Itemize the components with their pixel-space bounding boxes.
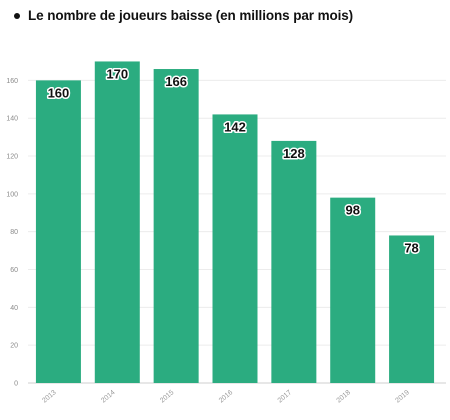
data-label: 78: [404, 240, 418, 255]
y-tick-label: 0: [14, 381, 18, 388]
x-tick-label: 2014: [100, 389, 117, 404]
x-tick-label: 2018: [336, 389, 353, 404]
bar-2018: [330, 197, 376, 383]
x-tick-label: 2016: [218, 389, 235, 404]
y-tick-label: 100: [6, 191, 18, 198]
y-tick-label: 80: [10, 229, 18, 236]
bar-2013: [35, 80, 81, 383]
bar-2016: [212, 114, 258, 383]
data-label: 142: [224, 119, 246, 134]
chart-title: Le nombre de joueurs baisse (en millions…: [28, 8, 354, 23]
y-tick-label: 140: [6, 116, 18, 123]
x-tick-label: 2019: [394, 389, 411, 404]
x-tick-label: 2013: [41, 389, 58, 404]
data-label: 160: [48, 85, 70, 100]
y-tick-label: 120: [6, 154, 18, 161]
y-tick-label: 60: [10, 267, 18, 274]
x-tick-label: 2017: [277, 389, 294, 404]
bar-2019: [389, 235, 435, 383]
data-label: 166: [165, 74, 187, 89]
x-tick-label: 2015: [159, 389, 176, 404]
bar-2015: [153, 69, 199, 383]
bar-2014: [94, 61, 140, 383]
bar-2017: [271, 140, 317, 383]
data-label: 128: [283, 146, 305, 161]
y-tick-label: 40: [10, 305, 18, 312]
data-label: 170: [106, 66, 128, 81]
bullet-icon: [14, 12, 20, 19]
y-tick-label: 160: [6, 78, 18, 85]
data-label: 98: [345, 203, 359, 218]
chart-title-row: Le nombre de joueurs baisse (en millions…: [14, 8, 353, 23]
y-tick-label: 20: [10, 343, 18, 350]
